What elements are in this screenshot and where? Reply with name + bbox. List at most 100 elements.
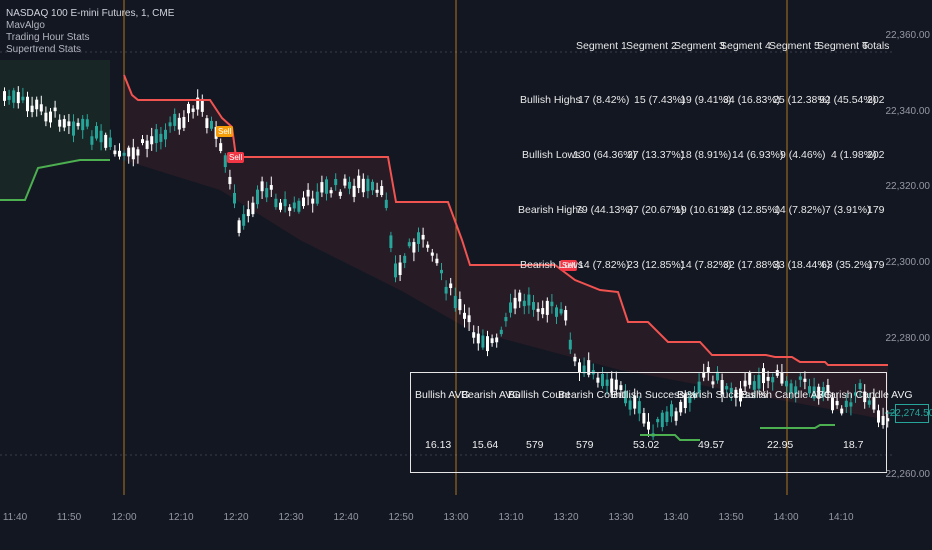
- candle-body: [536, 308, 540, 312]
- candle-body: [375, 189, 379, 193]
- candle-body: [596, 377, 600, 383]
- symbol-title[interactable]: NASDAQ 100 E-mini Futures, 1, CME: [6, 8, 175, 19]
- candle-body: [716, 371, 719, 381]
- candle-body: [361, 178, 365, 193]
- candle-body: [90, 136, 94, 145]
- indicator-trading-hour-stats[interactable]: Trading Hour Stats: [6, 32, 90, 43]
- candle-body: [702, 371, 706, 378]
- candle-body: [453, 295, 457, 309]
- candle-body: [697, 381, 701, 393]
- stats-row-bearish-lows: Bearish Lows 14 (7.82%) 23 (12.85%) 14 (…: [510, 259, 894, 273]
- candle-body: [7, 95, 11, 100]
- candle-body: [343, 178, 347, 186]
- candle-body: [99, 130, 103, 143]
- candle-body: [780, 372, 784, 384]
- candle-body: [522, 300, 526, 307]
- time-axis-label: 12:10: [168, 512, 194, 523]
- candle-body: [720, 380, 724, 395]
- candle-body: [766, 376, 770, 381]
- candle-body: [394, 263, 397, 278]
- candle-body: [384, 199, 388, 208]
- time-axis-label: 13:10: [498, 512, 524, 523]
- candle-body: [587, 360, 591, 375]
- summary-value: 15.64: [472, 439, 499, 451]
- candle-body: [380, 186, 384, 196]
- candle-body: [826, 384, 830, 393]
- candle-body: [670, 404, 673, 417]
- candle-body: [509, 302, 512, 313]
- time-axis-label: 13:20: [553, 512, 579, 523]
- stats-cell: 23 (12.85%): [627, 259, 685, 271]
- summary-stats-table: Bullish AVG Bearish AVG Bullish Count Be…: [410, 372, 913, 473]
- candle-body: [440, 269, 443, 274]
- summary-header: Bullish Candle AVG: [741, 389, 832, 401]
- stats-cell: 18 (8.91%): [680, 149, 732, 161]
- supertrend-bull-line: [640, 434, 700, 441]
- stats-cell: 23 (12.85%): [723, 204, 781, 216]
- candle-body: [39, 104, 43, 112]
- stats-cell: 32 (17.88%): [723, 259, 781, 271]
- stats-header: Segment 2: [626, 40, 677, 52]
- candle-body: [647, 421, 650, 430]
- sell-signal-label: Sell: [216, 126, 234, 137]
- candle-body: [352, 185, 356, 197]
- supertrend-bull-line: [760, 424, 835, 429]
- candle-body: [421, 234, 425, 240]
- candle-body: [674, 411, 678, 421]
- candle-body: [223, 155, 227, 168]
- time-axis-label: 12:00: [111, 512, 137, 523]
- candle-body: [164, 129, 167, 140]
- candle-body: [242, 214, 246, 226]
- summary-header: Bearish Count: [558, 389, 625, 401]
- stats-cell: 92 (45.54%): [819, 94, 877, 106]
- stats-cell: 7 (3.91%): [825, 204, 871, 216]
- candle-body: [131, 147, 135, 160]
- candle-body: [582, 365, 586, 374]
- current-price-label: 22,274.50: [890, 404, 932, 423]
- stats-cell: 25 (12.38%): [773, 94, 831, 106]
- price-axis-label: 22,300.00: [885, 257, 931, 268]
- indicator-supertrend-stats[interactable]: Supertrend Stats: [6, 44, 82, 55]
- candle-body: [269, 185, 273, 190]
- candle-body: [348, 181, 351, 189]
- candle-body: [490, 338, 494, 344]
- sell-signal-label: Sell: [227, 152, 245, 163]
- candle-body: [642, 413, 646, 424]
- candle-body: [311, 198, 315, 204]
- candle-body: [739, 388, 742, 402]
- time-axis-label: 12:50: [388, 512, 414, 523]
- candle-body: [49, 111, 52, 123]
- stats-cell: 14 (7.82%): [680, 259, 732, 271]
- candle-body: [21, 96, 25, 101]
- candle-body: [196, 97, 200, 110]
- candle-body: [357, 175, 361, 189]
- stats-cell: 27 (13.37%): [627, 149, 685, 161]
- candle-body: [748, 372, 752, 385]
- candle-body: [265, 188, 269, 198]
- price-axis-label: 22,320.00: [885, 181, 931, 192]
- stats-cell: 34 (16.83%): [723, 94, 781, 106]
- candle-body: [601, 373, 604, 387]
- candle-body: [127, 147, 131, 157]
- indicator-mavalgo[interactable]: MavAlgo: [6, 20, 45, 31]
- candle-body: [660, 412, 664, 428]
- stats-cell: 79 (44.13%): [576, 204, 634, 216]
- candle-body: [62, 119, 66, 128]
- candle-body: [573, 356, 577, 362]
- candle-body: [274, 198, 278, 208]
- candle-body: [867, 400, 871, 405]
- stats-cell: 202: [867, 94, 885, 106]
- candle-body: [578, 362, 581, 373]
- candle-body: [449, 283, 453, 289]
- time-axis-label: 14:00: [773, 512, 799, 523]
- candle-body: [624, 390, 627, 404]
- candle-body: [812, 386, 816, 399]
- candle-body: [104, 134, 108, 148]
- summary-header: Bullish Success %: [611, 389, 697, 401]
- stats-cell: 179: [867, 259, 885, 271]
- candle-body: [564, 310, 568, 321]
- stats-cell: 15 (7.43%): [634, 94, 686, 106]
- candle-body: [808, 386, 811, 394]
